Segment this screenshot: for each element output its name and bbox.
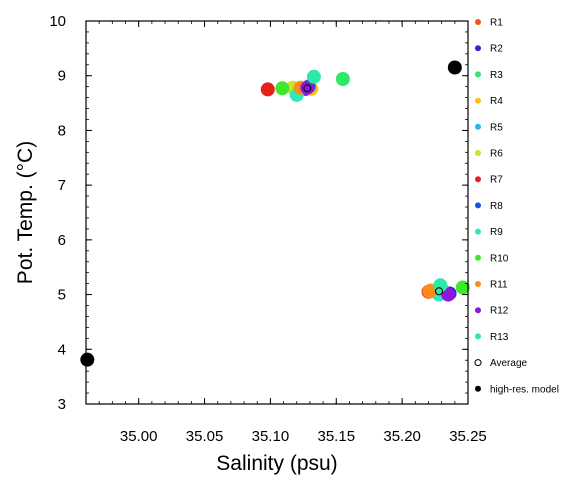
legend-label-r6: R6 [490, 149, 503, 160]
y-tick-label: 9 [58, 68, 66, 85]
y-tick-label: 10 [49, 13, 66, 30]
legend-marker-r4 [475, 97, 481, 104]
legend-marker-r6 [475, 150, 481, 156]
x-tick-label: 35.15 [318, 428, 356, 445]
data-points [80, 60, 470, 367]
legend-marker-r11 [475, 281, 481, 287]
data-point-r11 [422, 284, 437, 299]
legend-marker-r10 [475, 254, 481, 261]
legend-marker-r5 [475, 123, 481, 130]
axis-ticks: 35.00 35.05 35.10 35.15 35.20 35.25 3 4 5 6 7 8 9 10 [49, 13, 486, 445]
legend-label-r7: R7 [490, 175, 503, 186]
legend-label-r4: R4 [490, 96, 503, 107]
legend-marker-r8 [475, 202, 481, 209]
legend-marker-r12 [475, 307, 481, 314]
data-point-r13 [306, 69, 321, 84]
x-tick-label: 35.00 [120, 428, 158, 445]
legend-label-average: Average [490, 358, 528, 369]
legend-label-r9: R9 [490, 227, 503, 238]
legend-label-r2: R2 [490, 44, 503, 55]
y-tick-label: 5 [58, 287, 66, 304]
legend-label-r8: R8 [490, 201, 503, 212]
legend-label-r12: R12 [490, 306, 509, 317]
x-tick-label: 35.20 [383, 428, 421, 445]
data-point-high-res-model [80, 352, 95, 367]
data-point-r12 [441, 287, 456, 302]
legend-label-r10: R10 [490, 253, 509, 264]
data-point-r7 [260, 82, 275, 97]
data-point-r3 [335, 71, 350, 86]
y-tick-label: 8 [58, 122, 66, 139]
legend-label-r3: R3 [490, 70, 503, 81]
y-tick-label: 4 [58, 341, 66, 358]
legend-marker-high-res-model [475, 385, 481, 392]
y-axis-title: Pot. Temp. (°C) [14, 141, 37, 284]
y-tick-label: 6 [58, 232, 66, 249]
data-point-r10 [275, 81, 290, 96]
plot-frame [85, 20, 469, 405]
x-tick-label: 35.25 [449, 428, 487, 445]
legend-marker-r2 [475, 45, 481, 52]
legend-marker-r1 [475, 19, 481, 25]
legend-marker-r3 [475, 71, 481, 78]
legend-label-r11: R11 [490, 280, 508, 291]
legend-marker-r13 [475, 333, 481, 340]
data-point-r12 [300, 80, 315, 95]
legend-marker-r7 [475, 176, 481, 183]
data-point-high-res-model [447, 60, 462, 75]
y-tick-label: 7 [58, 177, 66, 194]
legend-marker-r9 [475, 228, 481, 235]
data-point-average [303, 84, 312, 93]
legend-label-r1: R1 [490, 18, 503, 29]
y-tick-label: 3 [58, 396, 66, 413]
legend: R1 R2 R3 R4 R5 R6 R7 R8 R9 R10 R11 R12 R13 Average hig… [474, 18, 559, 395]
data-point-average [435, 287, 444, 296]
x-axis-title: Salinity (psu) [216, 452, 337, 475]
x-tick-label: 35.05 [186, 428, 224, 445]
x-tick-label: 35.10 [252, 428, 290, 445]
legend-label-r13: R13 [490, 332, 509, 343]
legend-marker-average [474, 359, 482, 367]
legend-label-high-res-model: high-res. model [490, 384, 559, 395]
legend-label-r5: R5 [490, 122, 503, 133]
